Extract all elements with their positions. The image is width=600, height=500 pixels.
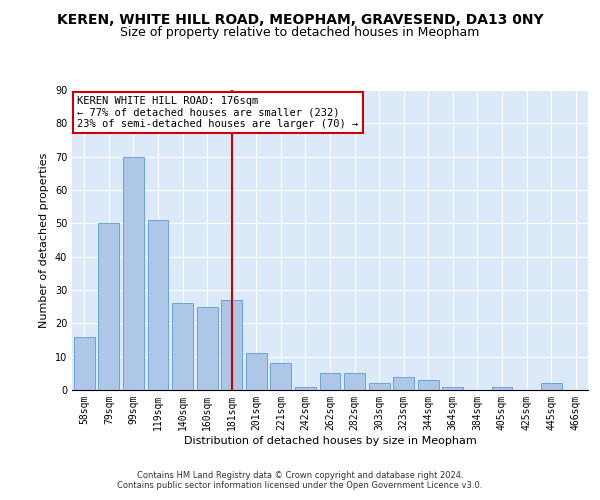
- Bar: [197, 306, 218, 390]
- Bar: [246, 354, 267, 390]
- Bar: [98, 224, 119, 390]
- Bar: [344, 374, 365, 390]
- Text: KEREN WHITE HILL ROAD: 176sqm
← 77% of detached houses are smaller (232)
23% of : KEREN WHITE HILL ROAD: 176sqm ← 77% of d…: [77, 96, 358, 129]
- Bar: [221, 300, 242, 390]
- X-axis label: Distribution of detached houses by size in Meopham: Distribution of detached houses by size …: [184, 436, 476, 446]
- Bar: [148, 220, 169, 390]
- Y-axis label: Number of detached properties: Number of detached properties: [39, 152, 49, 328]
- Bar: [74, 336, 95, 390]
- Bar: [172, 304, 193, 390]
- Bar: [393, 376, 414, 390]
- Bar: [295, 386, 316, 390]
- Bar: [123, 156, 144, 390]
- Bar: [491, 386, 512, 390]
- Bar: [320, 374, 340, 390]
- Bar: [442, 386, 463, 390]
- Bar: [271, 364, 292, 390]
- Bar: [368, 384, 389, 390]
- Bar: [418, 380, 439, 390]
- Bar: [541, 384, 562, 390]
- Text: Size of property relative to detached houses in Meopham: Size of property relative to detached ho…: [121, 26, 479, 39]
- Text: Contains HM Land Registry data © Crown copyright and database right 2024.
Contai: Contains HM Land Registry data © Crown c…: [118, 470, 482, 490]
- Text: KEREN, WHITE HILL ROAD, MEOPHAM, GRAVESEND, DA13 0NY: KEREN, WHITE HILL ROAD, MEOPHAM, GRAVESE…: [56, 12, 544, 26]
